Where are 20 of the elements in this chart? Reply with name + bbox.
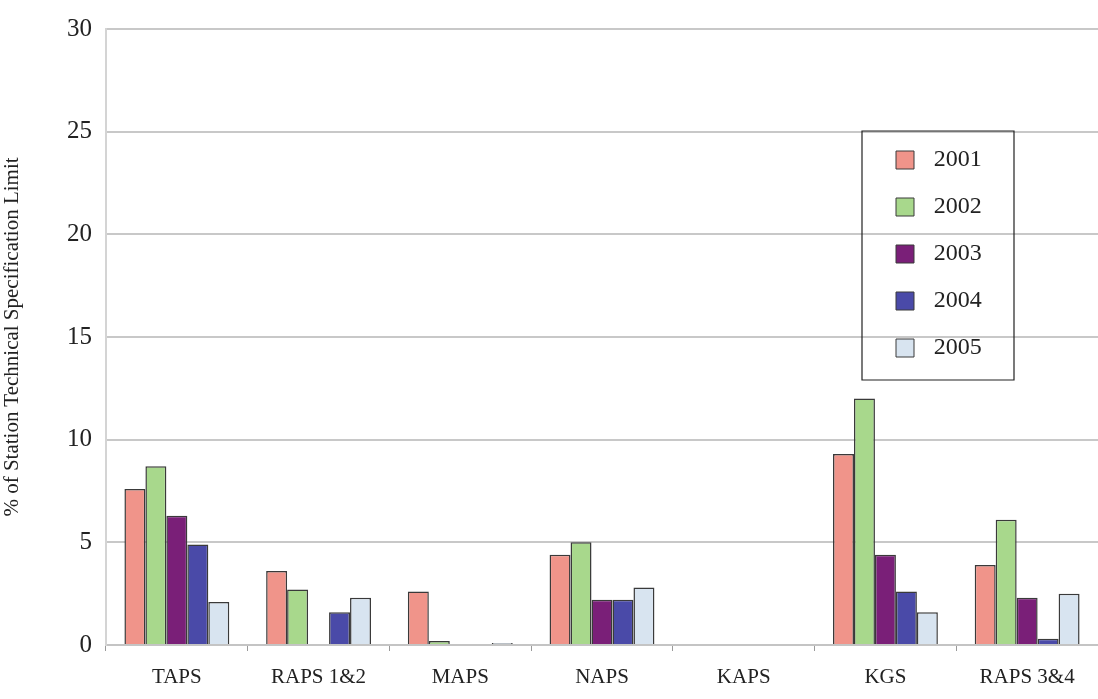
x-tick-label: KGS [864, 664, 907, 689]
legend-label: 2002 [933, 192, 982, 219]
y-tick-label: 30 [67, 13, 92, 41]
legend-label: 2003 [933, 239, 982, 266]
y-axis-title: % of Station Technical Specification Limit [0, 157, 24, 517]
x-tick-label: MAPS [431, 664, 489, 689]
legend-label: 2001 [933, 145, 982, 172]
y-tick-label: 0 [79, 629, 92, 657]
x-tick-label: RAPS 1&2 [271, 664, 367, 689]
x-tick-label: KAPS [716, 664, 771, 689]
y-tick-label: 25 [67, 116, 92, 144]
x-tick-label: NAPS [575, 664, 629, 689]
y-tick-label: 20 [67, 218, 92, 246]
x-tick-label: TAPS [152, 664, 202, 689]
x-tick-label: RAPS 3&4 [979, 664, 1076, 689]
y-tick-label: 15 [67, 321, 92, 349]
y-tick-label: 10 [67, 424, 92, 452]
legend-label: 2004 [933, 286, 982, 313]
legend-label: 2005 [933, 333, 982, 360]
y-tick-label: 5 [79, 526, 92, 554]
